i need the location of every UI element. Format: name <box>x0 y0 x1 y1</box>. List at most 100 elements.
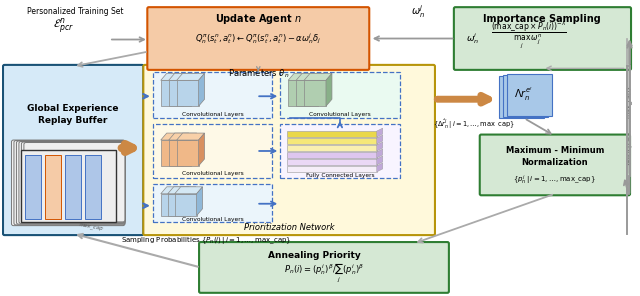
Bar <box>153 72 272 118</box>
Polygon shape <box>377 135 383 144</box>
Polygon shape <box>189 187 196 216</box>
Text: Convolutional Layers: Convolutional Layers <box>182 217 243 222</box>
Bar <box>296 80 318 106</box>
FancyBboxPatch shape <box>143 65 435 235</box>
Text: Replay Buffer: Replay Buffer <box>38 116 108 125</box>
Polygon shape <box>191 73 196 106</box>
Text: Convolutional Layers: Convolutional Layers <box>309 112 371 117</box>
Polygon shape <box>169 73 196 80</box>
Bar <box>161 140 182 166</box>
Text: Global Experience: Global Experience <box>28 104 119 113</box>
Bar <box>26 155 42 219</box>
Bar <box>153 184 272 222</box>
Bar <box>287 166 377 172</box>
Polygon shape <box>191 133 196 166</box>
Bar <box>169 140 191 166</box>
Text: $\{p_n^i\,|\,i=1,\ldots,\mathrm{max\_cap}\}$: $\{p_n^i\,|\,i=1,\ldots,\mathrm{max\_cap… <box>513 174 596 187</box>
FancyBboxPatch shape <box>454 7 631 70</box>
Text: $\{\Delta\hat{r}_n^i\,|\,i=1,\ldots,\mathrm{max}\;\;\mathrm{cap}\}$: $\{\Delta\hat{r}_n^i\,|\,i=1,\ldots,\mat… <box>433 118 515 131</box>
Polygon shape <box>310 73 316 106</box>
Text: $Q_n^{\pi}(s_t^n, a_t^n) \leftarrow Q_n^{\pi}(s_t^n, a_t^n) - \alpha\omega_n^j\d: $Q_n^{\pi}(s_t^n, a_t^n) \leftarrow Q_n^… <box>195 31 321 46</box>
Text: Annealing Priority: Annealing Priority <box>268 251 361 260</box>
Bar <box>304 80 326 106</box>
Text: Normalization: Normalization <box>522 158 588 168</box>
Bar <box>161 80 182 106</box>
Polygon shape <box>377 128 383 137</box>
Bar <box>287 138 377 144</box>
Polygon shape <box>161 133 189 140</box>
Bar <box>287 159 377 165</box>
Polygon shape <box>296 73 324 80</box>
Bar <box>21 150 116 222</box>
Polygon shape <box>304 73 332 80</box>
FancyBboxPatch shape <box>24 143 125 222</box>
FancyBboxPatch shape <box>480 135 630 195</box>
Bar <box>153 124 272 178</box>
Bar <box>65 155 81 219</box>
Bar <box>85 155 101 219</box>
Bar <box>280 72 399 118</box>
Bar <box>280 124 399 178</box>
Bar <box>168 194 189 216</box>
Polygon shape <box>377 156 383 165</box>
Bar <box>175 194 196 216</box>
Bar <box>287 131 377 137</box>
Bar <box>169 80 191 106</box>
Polygon shape <box>169 133 196 140</box>
Bar <box>177 140 198 166</box>
Bar <box>177 80 198 106</box>
Polygon shape <box>318 73 324 106</box>
Polygon shape <box>288 73 316 80</box>
Text: $P_n(i) = (p_n^i)^{\beta} / \sum_j (p_n^i)^{\beta}$: $P_n(i) = (p_n^i)^{\beta} / \sum_j (p_n^… <box>284 262 364 285</box>
FancyBboxPatch shape <box>17 141 125 224</box>
Polygon shape <box>182 133 189 166</box>
Text: Fully Connected Layers: Fully Connected Layers <box>305 173 374 178</box>
FancyBboxPatch shape <box>21 142 125 223</box>
Text: Parameters $\theta_n$: Parameters $\theta_n$ <box>228 67 289 80</box>
Text: Update Agent $n$: Update Agent $n$ <box>215 12 301 26</box>
FancyBboxPatch shape <box>19 141 125 223</box>
Polygon shape <box>196 187 202 216</box>
FancyBboxPatch shape <box>3 65 143 235</box>
Bar <box>287 152 377 158</box>
Bar <box>45 155 61 219</box>
FancyBboxPatch shape <box>147 7 369 70</box>
Bar <box>287 145 377 151</box>
Polygon shape <box>177 73 205 80</box>
Text: $\{P_n(i)\,|\,i=1,\ldots,\mathrm{max\_cap}\}$: $\{P_n(i)\,|\,i=1,\ldots,\mathrm{max\_ca… <box>626 86 636 166</box>
Bar <box>161 194 182 216</box>
Polygon shape <box>377 142 383 151</box>
Polygon shape <box>177 133 205 140</box>
Text: max_cap: max_cap <box>79 222 104 231</box>
Polygon shape <box>326 73 332 106</box>
Text: Prioritization Network: Prioritization Network <box>244 223 335 232</box>
Text: $\omega_n^i$: $\omega_n^i$ <box>467 31 479 46</box>
Polygon shape <box>161 73 189 80</box>
Text: Convolutional Layers: Convolutional Layers <box>182 112 243 117</box>
Bar <box>499 76 544 118</box>
Text: Sampling Probabilities $\{P_n(i)\,|\,i=1,\ldots,\mathrm{max\_cap}\}$: Sampling Probabilities $\{P_n(i)\,|\,i=1… <box>121 235 291 246</box>
FancyBboxPatch shape <box>12 140 125 226</box>
Text: $\Lambda r_n^{e^\prime}$: $\Lambda r_n^{e^\prime}$ <box>515 86 534 103</box>
Text: Maximum - Minimum: Maximum - Minimum <box>506 147 604 155</box>
Text: $\dfrac{(\mathrm{max\_cap} \times P_n(i))^{-\lambda}}{\max_j\, \omega_j^n}$: $\dfrac{(\mathrm{max\_cap} \times P_n(i)… <box>491 19 567 50</box>
Text: $\mathcal{E}_{pcr}^n$: $\mathcal{E}_{pcr}^n$ <box>52 17 74 36</box>
Polygon shape <box>377 149 383 158</box>
FancyBboxPatch shape <box>14 141 125 225</box>
Polygon shape <box>168 187 196 194</box>
Polygon shape <box>161 187 189 194</box>
Polygon shape <box>198 73 205 106</box>
FancyBboxPatch shape <box>199 242 449 293</box>
Text: $\omega_n^j$: $\omega_n^j$ <box>410 3 424 20</box>
Text: Personalized Training Set: Personalized Training Set <box>27 7 124 16</box>
Bar <box>288 80 310 106</box>
Polygon shape <box>198 133 205 166</box>
Text: Importance Sampling: Importance Sampling <box>483 14 601 24</box>
Polygon shape <box>377 163 383 172</box>
Text: Convolutional Layers: Convolutional Layers <box>182 171 243 176</box>
Polygon shape <box>182 187 189 216</box>
Polygon shape <box>182 73 189 106</box>
Bar <box>507 74 552 116</box>
Bar <box>503 75 548 117</box>
Polygon shape <box>175 187 202 194</box>
